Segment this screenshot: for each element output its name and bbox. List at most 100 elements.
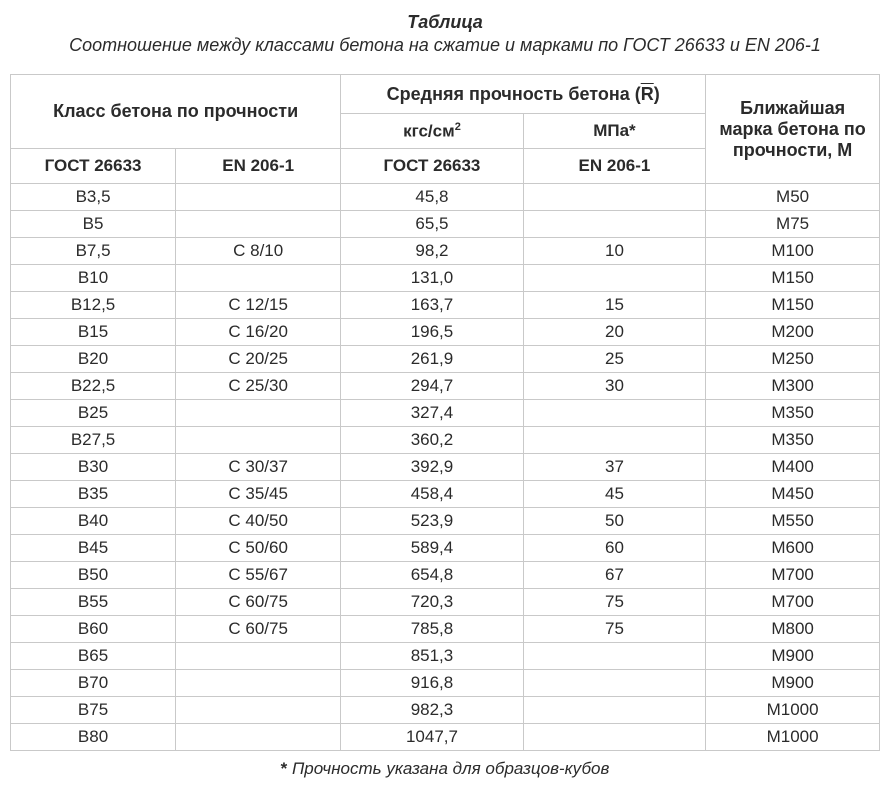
header-mpa-star: * [629,121,636,140]
cell-gost_class: B60 [11,616,176,643]
cell-strength_kgs: 523,9 [341,508,523,535]
cell-strength_mpa [523,184,705,211]
header-strength-group: Средняя прочность бетона (R) [341,75,706,114]
header-strength-r: R [641,84,654,104]
header-en-class: EN 206-1 [176,149,341,184]
cell-en_class: C 16/20 [176,319,341,346]
cell-strength_kgs: 327,4 [341,400,523,427]
cell-mark: М350 [706,427,880,454]
cell-en_class: C 35/45 [176,481,341,508]
cell-strength_kgs: 982,3 [341,697,523,724]
cell-en_class: C 25/30 [176,373,341,400]
table-row: B55C 60/75720,375М700 [11,589,880,616]
cell-gost_class: B45 [11,535,176,562]
cell-en_class [176,427,341,454]
cell-mark: М400 [706,454,880,481]
cell-en_class [176,265,341,292]
table-row: B22,5C 25/30294,730М300 [11,373,880,400]
cell-mark: М350 [706,400,880,427]
cell-mark: М550 [706,508,880,535]
cell-gost_class: B27,5 [11,427,176,454]
cell-strength_kgs: 45,8 [341,184,523,211]
table-subtitle: Соотношение между классами бетона на сжа… [10,35,880,56]
table-row: B7,5C 8/1098,210М100 [11,238,880,265]
table-row: B35C 35/45458,445М450 [11,481,880,508]
cell-mark: М75 [706,211,880,238]
cell-en_class: C 60/75 [176,616,341,643]
cell-gost_class: B35 [11,481,176,508]
cell-strength_kgs: 851,3 [341,643,523,670]
cell-mark: М1000 [706,697,880,724]
cell-mark: М1000 [706,724,880,751]
cell-strength_mpa [523,211,705,238]
table-row: B40C 40/50523,950М550 [11,508,880,535]
cell-gost_class: B30 [11,454,176,481]
cell-strength_mpa: 20 [523,319,705,346]
cell-en_class [176,643,341,670]
cell-strength_mpa [523,643,705,670]
cell-en_class: C 20/25 [176,346,341,373]
header-kgs-pre: кгс/см [403,121,455,140]
table-row: B15C 16/20196,520М200 [11,319,880,346]
cell-strength_kgs: 392,9 [341,454,523,481]
header-mpa: МПа* [523,114,705,149]
table-row: B60C 60/75785,875М800 [11,616,880,643]
cell-strength_mpa [523,265,705,292]
header-class-group: Класс бетона по прочности [11,75,341,149]
cell-strength_kgs: 589,4 [341,535,523,562]
cell-strength_kgs: 916,8 [341,670,523,697]
cell-mark: М250 [706,346,880,373]
cell-gost_class: B65 [11,643,176,670]
table-row: B565,5М75 [11,211,880,238]
cell-en_class [176,724,341,751]
cell-gost_class: B25 [11,400,176,427]
cell-en_class: C 8/10 [176,238,341,265]
cell-strength_kgs: 163,7 [341,292,523,319]
table-row: B3,545,8М50 [11,184,880,211]
table-title: Таблица [10,12,880,33]
footnote-text: Прочность указана для образцов-кубов [287,759,609,778]
cell-gost_class: B15 [11,319,176,346]
cell-strength_kgs: 654,8 [341,562,523,589]
cell-strength_kgs: 785,8 [341,616,523,643]
table-row: B801047,7М1000 [11,724,880,751]
cell-mark: М50 [706,184,880,211]
cell-strength_mpa: 25 [523,346,705,373]
cell-strength_mpa [523,724,705,751]
cell-mark: М900 [706,643,880,670]
table-body: B3,545,8М50B565,5М75B7,5C 8/1098,210М100… [11,184,880,751]
cell-strength_kgs: 65,5 [341,211,523,238]
table-row: B70916,8М900 [11,670,880,697]
header-kgs: кгс/см2 [341,114,523,149]
cell-strength_kgs: 294,7 [341,373,523,400]
cell-strength_mpa: 60 [523,535,705,562]
cell-gost_class: B20 [11,346,176,373]
cell-strength_mpa: 75 [523,589,705,616]
table-row: B75982,3М1000 [11,697,880,724]
header-gost-class: ГОСТ 26633 [11,149,176,184]
cell-strength_kgs: 261,9 [341,346,523,373]
table-row: B50C 55/67654,867М700 [11,562,880,589]
cell-strength_kgs: 720,3 [341,589,523,616]
table-row: B12,5C 12/15163,715М150 [11,292,880,319]
header-gost-strength: ГОСТ 26633 [341,149,523,184]
table-row: B45C 50/60589,460М600 [11,535,880,562]
concrete-table: Класс бетона по прочности Средняя прочно… [10,74,880,751]
cell-mark: М700 [706,562,880,589]
cell-mark: М100 [706,238,880,265]
table-row: B20C 20/25261,925М250 [11,346,880,373]
table-row: B25 327,4 М350 [11,400,880,427]
cell-strength_mpa: 67 [523,562,705,589]
cell-mark: М600 [706,535,880,562]
header-mpa-pre: МПа [593,121,629,140]
cell-en_class: C 12/15 [176,292,341,319]
cell-mark: М700 [706,589,880,616]
cell-en_class: C 60/75 [176,589,341,616]
table-row: B10131,0М150 [11,265,880,292]
header-strength-post: ) [654,84,660,104]
cell-en_class [176,184,341,211]
cell-strength_mpa: 10 [523,238,705,265]
table-row: B65 851,3 М900 [11,643,880,670]
cell-strength_mpa: 15 [523,292,705,319]
cell-gost_class: B55 [11,589,176,616]
